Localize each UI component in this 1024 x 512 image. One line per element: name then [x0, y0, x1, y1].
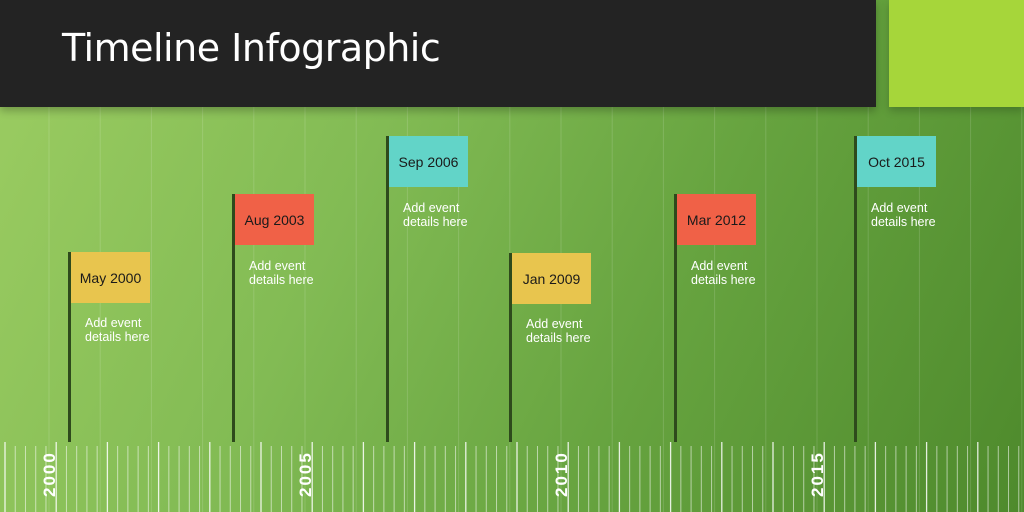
flag-pole	[386, 136, 389, 442]
event-details-line: details here	[871, 215, 936, 229]
event-details: Add event details here	[249, 259, 359, 287]
axis-year-label: 2000	[40, 451, 59, 497]
event-details: Add event details here	[85, 316, 195, 344]
event-details-line: Add event	[85, 316, 142, 330]
event-details-line: Add event	[403, 201, 460, 215]
event-details-line: Add event	[691, 259, 748, 273]
flag-pole	[509, 253, 512, 442]
event-details-line: Add event	[526, 317, 583, 331]
accent-block	[889, 0, 1024, 107]
event-date-flag: Mar 2012	[677, 194, 756, 245]
event-details-line: Add event	[249, 259, 306, 273]
event-date-flag: Oct 2015	[857, 136, 936, 187]
event-details-line: details here	[403, 215, 468, 229]
flag-pole	[232, 194, 235, 442]
flag-pole	[854, 136, 857, 442]
event-details: Add event details here	[403, 201, 513, 229]
event-details-line: Add event	[871, 201, 928, 215]
axis-year-label: 2015	[808, 451, 827, 497]
event-details-line: details here	[85, 330, 150, 344]
axis-year-label: 2005	[296, 451, 315, 497]
event-date-flag: Sep 2006	[389, 136, 468, 187]
event-details: Add event details here	[691, 259, 801, 287]
flag-pole	[674, 194, 677, 442]
event-details-line: details here	[249, 273, 314, 287]
event-details: Add event details here	[871, 201, 981, 229]
event-date-flag: Jan 2009	[512, 253, 591, 304]
title-bar: Timeline Infographic	[0, 0, 876, 107]
flag-pole	[68, 252, 71, 442]
event-details: Add event details here	[526, 317, 636, 345]
event-date-flag: May 2000	[71, 252, 150, 303]
page-title: Timeline Infographic	[62, 26, 441, 70]
event-date-flag: Aug 2003	[235, 194, 314, 245]
axis-year-label: 2010	[552, 451, 571, 497]
event-details-line: details here	[691, 273, 756, 287]
event-details-line: details here	[526, 331, 591, 345]
